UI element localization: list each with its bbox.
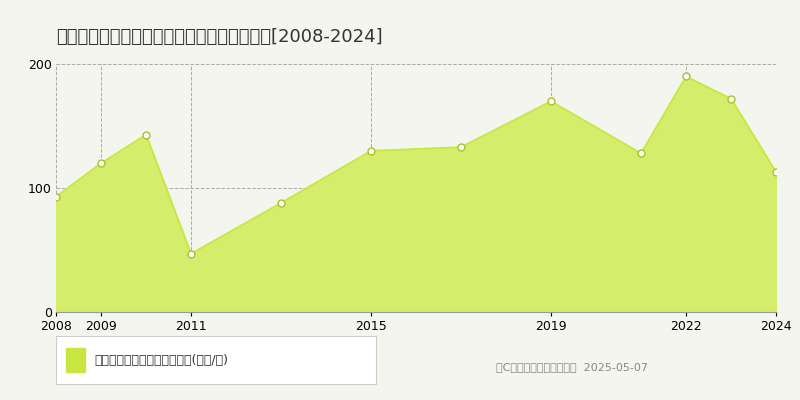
Point <box>680 73 693 80</box>
Point <box>770 169 782 175</box>
Point <box>274 200 287 206</box>
Point <box>185 250 198 257</box>
Point <box>94 160 107 166</box>
Point <box>545 98 558 104</box>
Point <box>50 194 62 200</box>
Point <box>139 132 152 138</box>
Text: （C）土地価格ドットコム  2025-05-07: （C）土地価格ドットコム 2025-05-07 <box>496 362 648 372</box>
Point <box>634 150 647 156</box>
Point <box>365 148 378 154</box>
FancyBboxPatch shape <box>66 348 85 372</box>
Text: 大阪市住吉区帝塚山東　マンション価格推移[2008-2024]: 大阪市住吉区帝塚山東 マンション価格推移[2008-2024] <box>56 28 382 46</box>
Text: マンション価格　平均坪単価(万円/坪): マンション価格 平均坪単価(万円/坪) <box>94 354 229 366</box>
Point <box>725 96 738 102</box>
Point <box>454 144 467 150</box>
